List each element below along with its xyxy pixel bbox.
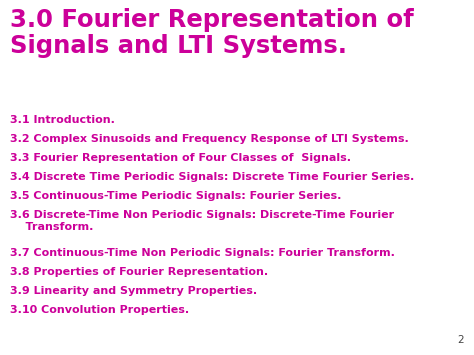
Text: 3.2 Complex Sinusoids and Frequency Response of LTI Systems.: 3.2 Complex Sinusoids and Frequency Resp… <box>10 134 409 144</box>
Text: 3.3 Fourier Representation of Four Classes of  Signals.: 3.3 Fourier Representation of Four Class… <box>10 153 351 163</box>
Text: 3.0 Fourier Representation of
Signals and LTI Systems.: 3.0 Fourier Representation of Signals an… <box>10 8 414 58</box>
Text: 3.7 Continuous-Time Non Periodic Signals: Fourier Transform.: 3.7 Continuous-Time Non Periodic Signals… <box>10 248 395 258</box>
Text: 2: 2 <box>457 335 464 345</box>
Text: 3.9 Linearity and Symmetry Properties.: 3.9 Linearity and Symmetry Properties. <box>10 286 257 296</box>
Text: 3.1 Introduction.: 3.1 Introduction. <box>10 115 115 125</box>
Text: 3.8 Properties of Fourier Representation.: 3.8 Properties of Fourier Representation… <box>10 267 268 277</box>
Text: 3.6 Discrete-Time Non Periodic Signals: Discrete-Time Fourier
    Transform.: 3.6 Discrete-Time Non Periodic Signals: … <box>10 210 394 232</box>
Text: 3.10 Convolution Properties.: 3.10 Convolution Properties. <box>10 305 189 315</box>
Text: 3.5 Continuous-Time Periodic Signals: Fourier Series.: 3.5 Continuous-Time Periodic Signals: Fo… <box>10 191 341 201</box>
Text: 3.4 Discrete Time Periodic Signals: Discrete Time Fourier Series.: 3.4 Discrete Time Periodic Signals: Disc… <box>10 172 414 182</box>
